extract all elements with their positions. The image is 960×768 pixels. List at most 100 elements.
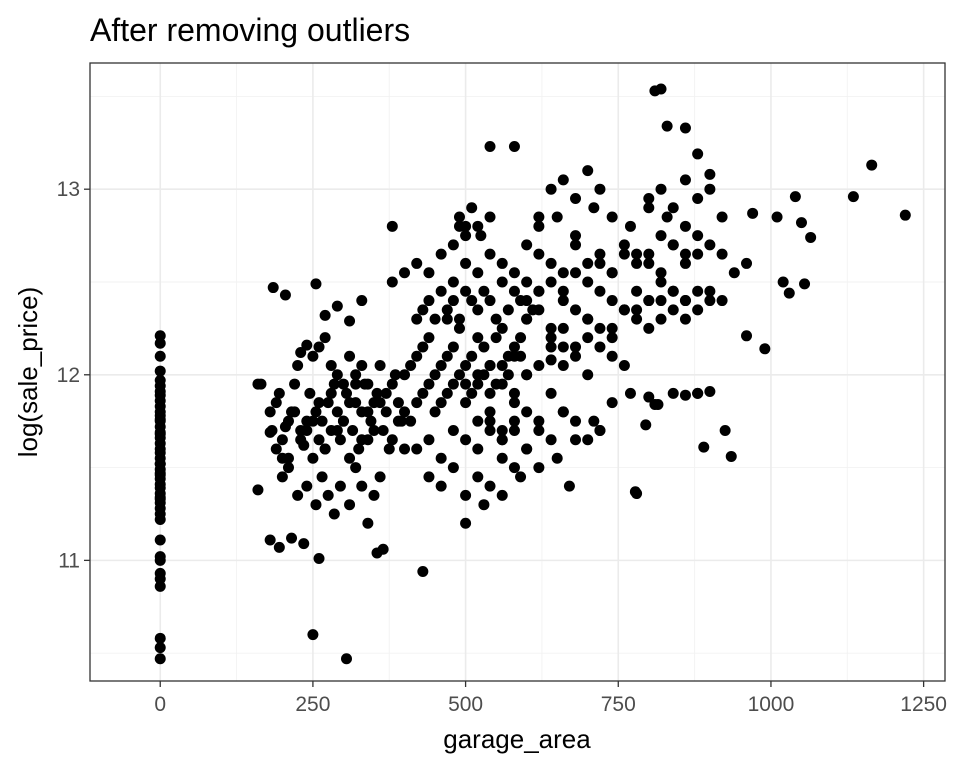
data-point — [545, 257, 557, 269]
data-point — [423, 267, 435, 279]
data-point — [472, 220, 484, 232]
data-point — [704, 285, 716, 297]
data-point — [453, 220, 465, 232]
data-point — [692, 304, 704, 316]
data-point — [475, 230, 487, 242]
data-point — [515, 471, 527, 483]
data-point — [502, 304, 514, 316]
data-point — [154, 350, 166, 362]
data-point — [344, 350, 356, 362]
data-point — [466, 202, 478, 214]
data-point — [508, 462, 520, 474]
data-point — [594, 285, 606, 297]
data-point — [679, 313, 691, 325]
data-point — [508, 341, 520, 353]
data-point — [508, 387, 520, 399]
data-point — [154, 567, 166, 579]
data-point — [252, 484, 264, 496]
data-point — [594, 183, 606, 195]
data-point — [267, 282, 279, 294]
data-point — [307, 350, 319, 362]
data-point — [365, 415, 377, 427]
data-point — [667, 239, 679, 251]
data-point — [545, 332, 557, 344]
data-point — [295, 347, 307, 359]
data-point — [460, 378, 472, 390]
data-point — [508, 141, 520, 153]
data-point — [551, 452, 563, 464]
data-point — [521, 239, 533, 251]
data-point — [386, 276, 398, 288]
data-point — [557, 341, 569, 353]
data-point — [435, 480, 447, 492]
data-point — [716, 295, 728, 307]
data-point — [328, 508, 340, 520]
data-point — [508, 285, 520, 297]
data-point — [570, 350, 582, 362]
data-point — [655, 83, 667, 95]
data-point — [270, 397, 282, 409]
data-point — [374, 360, 386, 372]
data-point — [747, 207, 759, 219]
data-point — [472, 332, 484, 344]
data-point — [252, 378, 264, 390]
data-point — [606, 332, 618, 344]
data-point — [301, 480, 313, 492]
data-point — [484, 406, 496, 418]
data-point — [496, 452, 508, 464]
data-point — [582, 257, 594, 269]
data-point — [298, 538, 310, 550]
data-point — [447, 341, 459, 353]
data-point — [594, 248, 606, 260]
data-point — [276, 471, 288, 483]
data-point — [508, 397, 520, 409]
data-point — [386, 434, 398, 446]
data-point — [319, 443, 331, 455]
data-point — [154, 551, 166, 563]
data-point — [423, 295, 435, 307]
data-point — [478, 285, 490, 297]
data-point — [533, 360, 545, 372]
data-point — [441, 304, 453, 316]
y-axis-title: log(sale_price) — [13, 287, 43, 458]
data-point — [652, 398, 664, 410]
data-point — [704, 168, 716, 180]
data-point — [655, 183, 667, 195]
data-point — [264, 406, 276, 418]
data-point — [704, 183, 716, 195]
data-point — [154, 458, 166, 470]
data-point — [624, 220, 636, 232]
data-point — [423, 471, 435, 483]
data-point — [460, 230, 472, 242]
data-point — [313, 553, 325, 565]
grid — [90, 63, 945, 681]
data-point — [533, 462, 545, 474]
data-point — [453, 211, 465, 223]
data-points — [154, 83, 911, 665]
data-point — [783, 287, 795, 299]
data-point — [716, 211, 728, 223]
data-point — [557, 322, 569, 334]
data-point — [667, 285, 679, 297]
data-point — [582, 276, 594, 288]
data-point — [374, 471, 386, 483]
data-point — [679, 389, 691, 401]
data-point — [679, 174, 691, 186]
data-point — [679, 220, 691, 232]
data-point — [447, 295, 459, 307]
data-point — [643, 202, 655, 214]
data-point — [429, 406, 441, 418]
data-point — [466, 350, 478, 362]
data-point — [411, 313, 423, 325]
data-point — [417, 387, 429, 399]
data-point — [631, 313, 643, 325]
data-point — [692, 248, 704, 260]
data-point — [377, 424, 389, 436]
data-point — [582, 434, 594, 446]
data-point — [667, 304, 679, 316]
data-point — [725, 450, 737, 462]
data-point — [307, 452, 319, 464]
data-point — [304, 387, 316, 399]
data-point — [490, 313, 502, 325]
